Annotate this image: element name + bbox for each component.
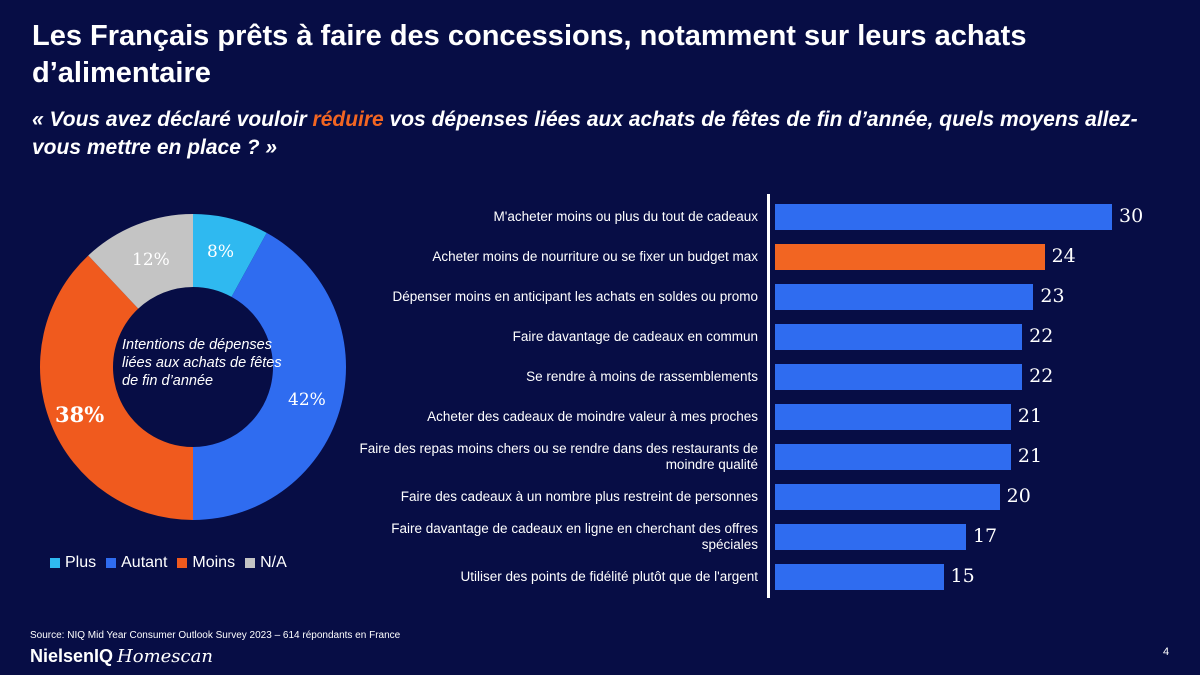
legend-swatch-plus <box>50 558 60 568</box>
legend-label-plus: Plus <box>65 554 97 571</box>
bar-label: Dépenser moins en anticipant les achats … <box>392 289 758 304</box>
page-number: 4 <box>1163 646 1170 658</box>
legend-swatch-autant <box>106 558 117 568</box>
bar-value-label: 21 <box>1017 405 1043 427</box>
donut-slice-moins <box>40 255 193 520</box>
bar-label: Acheter moins de nourriture ou se fixer … <box>432 249 758 264</box>
bar-value-label: 23 <box>1040 285 1065 307</box>
pct-label-moins: 38% <box>55 402 105 427</box>
donut-slice-autant <box>193 232 346 520</box>
bar-label: Faire des cadeaux à un nombre plus restr… <box>400 489 758 504</box>
bar-value-label: 22 <box>1029 325 1054 347</box>
legend-label-autant: Autant <box>121 554 168 571</box>
bar-label: Se rendre à moins de rassemblements <box>526 369 758 384</box>
bar-label: Acheter des cadeaux de moindre valeur à … <box>427 409 758 424</box>
bar <box>775 564 944 590</box>
bar <box>775 484 1000 510</box>
legend-item-na: N/A <box>245 554 287 572</box>
legend-label-na: N/A <box>260 554 287 571</box>
bar-label: Faire davantage de cadeaux en ligne en c… <box>391 521 758 552</box>
donut-center-label: Intentions de dépenses liées aux achats … <box>122 337 282 389</box>
bar <box>775 404 1011 430</box>
legend-swatch-na <box>245 558 256 568</box>
legend-item-autant: Autant <box>106 554 167 572</box>
bar-value-label: 15 <box>950 565 975 587</box>
donut-chart: Intentions de dépenses liées aux achats … <box>40 214 346 520</box>
legend-item-plus: Plus <box>50 554 96 572</box>
bar <box>775 204 1112 230</box>
donut-legend: Plus Autant Moins N/A <box>50 554 287 572</box>
bar-value-label: 17 <box>972 525 998 547</box>
bar-value-label: 22 <box>1029 365 1054 387</box>
source-note: Source: NIQ Mid Year Consumer Outlook Su… <box>30 630 401 641</box>
bar <box>775 324 1023 350</box>
bar-label: Faire davantage de cadeaux en commun <box>512 329 758 344</box>
bar <box>775 244 1045 270</box>
bar-chart-axis <box>767 194 770 598</box>
bar <box>775 284 1034 310</box>
bar <box>775 364 1023 390</box>
subtitle-part-2: vos dépenses liées aux achats de fêtes d… <box>32 108 1138 159</box>
bar <box>775 444 1011 470</box>
bar-value-label: 24 <box>1051 245 1076 267</box>
pct-label-plus: 8% <box>207 242 234 262</box>
bar-value-label: 30 <box>1119 205 1144 227</box>
legend-label-moins: Moins <box>192 554 236 571</box>
donut-slice-na <box>88 214 193 309</box>
bar <box>775 524 966 550</box>
pct-label-autant: 42% <box>288 390 326 410</box>
bar-label: M'acheter moins ou plus du tout de cadea… <box>493 209 759 224</box>
bar-label: Faire des repas moins chers ou se rendre… <box>359 441 758 472</box>
bar-label: Utiliser des points de fidélité plutôt q… <box>460 569 758 584</box>
subtitle-highlight: réduire <box>312 108 384 131</box>
donut-svg <box>40 214 346 520</box>
bar-value-label: 20 <box>1006 485 1031 507</box>
subtitle-part-1: « Vous avez déclaré vouloir <box>32 108 313 131</box>
brand-name: NielsenIQ <box>30 646 114 666</box>
donut-slice-plus <box>193 214 267 297</box>
question-subtitle: « Vous avez déclaré vouloir réduire vos … <box>32 106 1172 162</box>
pct-label-na: 12% <box>132 250 170 270</box>
brand-logo: NielsenIQ Homescan <box>30 646 213 667</box>
legend-swatch-moins <box>177 558 188 568</box>
legend-item-moins: Moins <box>177 554 235 572</box>
bar-value-label: 21 <box>1017 445 1043 467</box>
brand-product: Homescan <box>117 646 213 667</box>
page-title: Les Français prêts à faire des concessio… <box>32 20 1027 89</box>
bar-chart: M'acheter moins ou plus du tout de cadea… <box>340 190 1200 610</box>
